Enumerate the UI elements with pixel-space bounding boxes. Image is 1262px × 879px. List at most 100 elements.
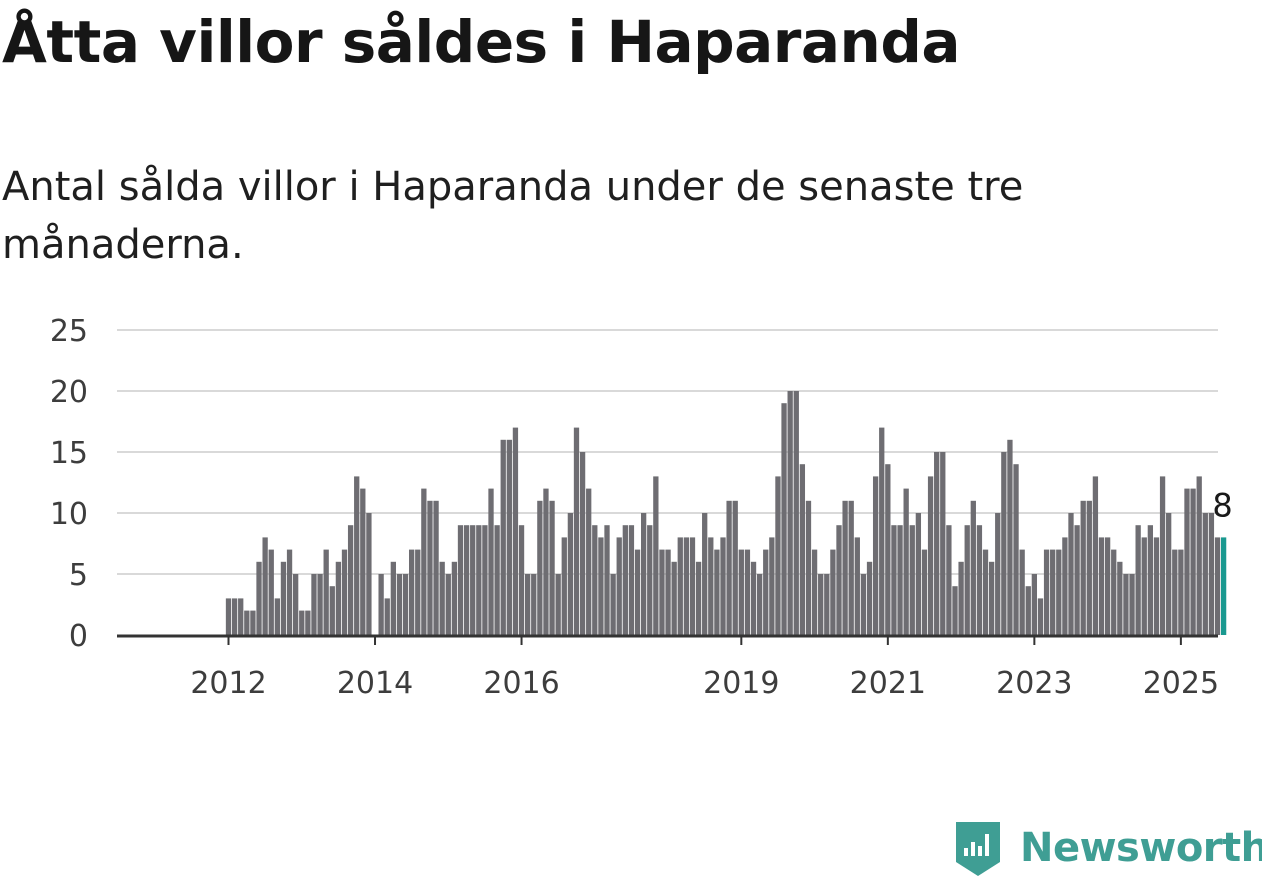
bar xyxy=(1056,549,1062,635)
bar xyxy=(818,574,824,635)
bar xyxy=(885,464,891,635)
bar xyxy=(341,549,348,635)
bar xyxy=(726,500,732,635)
bar xyxy=(1098,537,1105,635)
bar xyxy=(1074,525,1080,635)
bar xyxy=(781,403,787,635)
bar xyxy=(665,549,671,635)
bar xyxy=(897,525,903,635)
bar xyxy=(579,452,586,635)
bar xyxy=(909,525,915,635)
bar xyxy=(231,598,238,635)
bar xyxy=(903,488,909,635)
bar xyxy=(433,500,439,635)
bar xyxy=(738,549,744,635)
bar xyxy=(848,500,854,635)
bar xyxy=(659,549,665,635)
bar xyxy=(940,452,946,635)
bar xyxy=(1086,500,1092,635)
bar xyxy=(384,598,390,635)
x-tick-label: 2016 xyxy=(483,666,559,700)
bar xyxy=(793,391,799,635)
y-tick-label: 25 xyxy=(50,314,88,349)
bar xyxy=(390,561,396,635)
bar xyxy=(317,574,323,635)
bar xyxy=(311,574,317,635)
bar xyxy=(610,574,616,635)
bar xyxy=(274,598,280,635)
bar xyxy=(805,500,812,635)
y-tick-label: 5 xyxy=(69,558,88,593)
bar xyxy=(1031,574,1038,635)
y-tick-label: 0 xyxy=(69,619,88,654)
bar xyxy=(653,476,659,635)
bar xyxy=(982,549,989,635)
highlight-value-label: 8 xyxy=(1212,486,1232,524)
bar xyxy=(921,549,928,635)
bar xyxy=(457,525,464,635)
bar xyxy=(866,561,873,635)
bar xyxy=(677,537,683,635)
bar xyxy=(952,586,958,635)
bar xyxy=(488,488,494,635)
bar xyxy=(598,537,604,635)
bar xyxy=(970,500,976,635)
bar xyxy=(268,549,274,635)
bar xyxy=(915,513,922,635)
bar xyxy=(787,391,793,635)
bar xyxy=(1184,488,1190,635)
y-tick-label: 15 xyxy=(50,436,88,471)
bar xyxy=(695,561,702,635)
bar xyxy=(1092,476,1099,635)
newsworthy-logo: Newsworthy xyxy=(952,818,1262,878)
bar xyxy=(854,537,860,635)
bars xyxy=(225,391,1227,635)
newsworthy-logo-icon xyxy=(956,822,1000,876)
bar xyxy=(354,476,360,635)
bar xyxy=(445,574,451,635)
bar xyxy=(518,525,525,635)
chart-title: Åtta villor såldes i Haparanda xyxy=(2,8,960,76)
bar xyxy=(1025,586,1031,635)
bar xyxy=(1050,549,1056,635)
bar xyxy=(305,610,311,635)
bar xyxy=(689,537,696,635)
bar xyxy=(500,439,506,635)
x-tick-label: 2023 xyxy=(996,666,1072,700)
bar xyxy=(1062,537,1068,635)
bar xyxy=(1147,525,1154,635)
bar xyxy=(775,476,781,635)
x-tick-label: 2012 xyxy=(190,666,266,700)
bar xyxy=(976,525,983,635)
bar xyxy=(842,500,848,635)
bar xyxy=(995,513,1001,635)
chart-subtitle: Antal sålda villor i Haparanda under de … xyxy=(2,164,1024,268)
bar xyxy=(280,561,287,635)
bar xyxy=(964,525,970,635)
bar xyxy=(238,598,244,635)
bar xyxy=(323,549,329,635)
bar xyxy=(732,500,738,635)
bar xyxy=(409,549,415,635)
bar xyxy=(1196,476,1202,635)
bar xyxy=(616,537,622,635)
bar xyxy=(256,561,262,635)
bar xyxy=(622,525,628,635)
bar xyxy=(415,549,421,635)
y-tick-label: 20 xyxy=(50,375,88,410)
bar xyxy=(744,549,751,635)
bar xyxy=(1129,574,1135,635)
y-tick-label: 10 xyxy=(50,497,88,532)
bar xyxy=(1007,439,1013,635)
bar xyxy=(396,574,403,635)
bar xyxy=(604,525,610,635)
x-tick-label: 2014 xyxy=(337,666,413,700)
bar xyxy=(506,439,512,635)
bar xyxy=(1141,537,1147,635)
bar xyxy=(671,561,677,635)
bar xyxy=(799,464,806,635)
bar xyxy=(286,549,293,635)
bar xyxy=(702,513,708,635)
